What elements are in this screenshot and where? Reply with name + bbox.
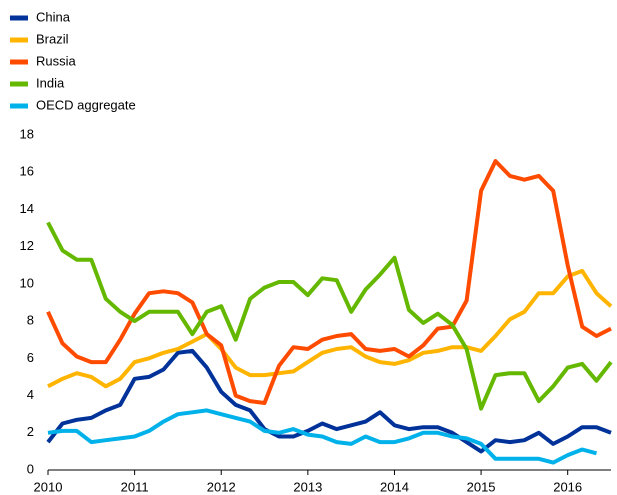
series-line — [46, 221, 613, 411]
y-tick-label: 0 — [27, 461, 34, 476]
x-tick-label: 2010 — [34, 479, 63, 494]
y-tick-label: 8 — [27, 313, 34, 328]
series-line — [46, 348, 612, 454]
x-tick-label: 2013 — [293, 479, 322, 494]
y-tick-label: 6 — [27, 350, 34, 365]
x-tick-label: 2014 — [380, 479, 409, 494]
legend-label: Brazil — [36, 31, 69, 46]
y-tick-label: 10 — [20, 275, 34, 290]
x-tick-label: 2016 — [553, 479, 582, 494]
legend-label: Russia — [36, 53, 77, 68]
x-tick-label: 2011 — [121, 479, 149, 494]
legend-label: India — [36, 75, 65, 90]
legend-label: OECD aggregate — [36, 97, 136, 112]
x-tick-label: 2012 — [207, 479, 236, 494]
series-line — [47, 408, 598, 465]
y-tick-label: 18 — [20, 126, 34, 141]
series-line — [46, 159, 612, 405]
x-tick-label: 2015 — [467, 479, 496, 494]
legend-label: China — [36, 9, 71, 24]
series-line — [47, 268, 613, 389]
y-tick-label: 12 — [20, 238, 34, 253]
y-tick-label: 16 — [20, 164, 34, 179]
y-tick-label: 4 — [27, 387, 34, 402]
y-tick-label: 14 — [20, 201, 34, 216]
y-tick-label: 2 — [27, 424, 34, 439]
